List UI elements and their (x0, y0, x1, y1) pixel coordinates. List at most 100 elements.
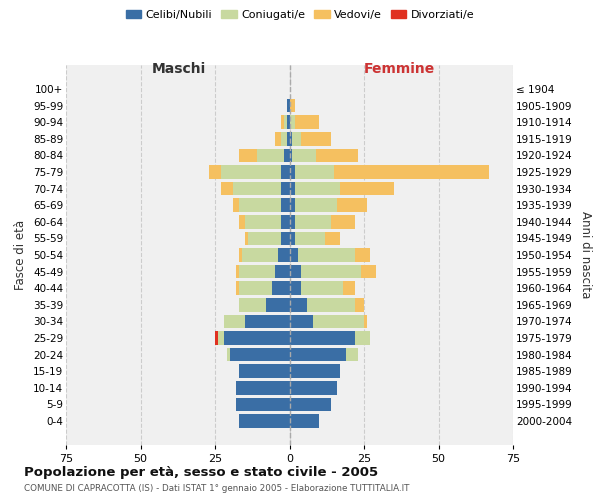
Bar (239, 298, 266, 312)
Bar (295, 182, 340, 196)
Bar (257, 148, 284, 162)
Bar (307, 298, 355, 312)
Bar (316, 148, 358, 162)
Text: Popolazione per età, sesso e stato civile - 2005: Popolazione per età, sesso e stato civil… (24, 466, 378, 479)
Bar (281, 132, 287, 145)
Bar (218, 331, 224, 345)
Bar (284, 116, 287, 129)
Bar (290, 132, 292, 145)
Bar (284, 148, 290, 162)
Bar (290, 314, 313, 328)
Bar (295, 198, 337, 212)
Bar (290, 198, 295, 212)
Bar (239, 248, 242, 262)
Bar (361, 265, 376, 278)
Bar (275, 265, 290, 278)
Bar (209, 165, 221, 179)
Bar (290, 232, 295, 245)
Bar (236, 282, 239, 295)
Bar (355, 248, 370, 262)
Bar (290, 282, 301, 295)
Bar (221, 165, 281, 179)
Bar (301, 265, 361, 278)
Bar (233, 198, 239, 212)
Bar (287, 99, 290, 112)
Bar (355, 331, 370, 345)
Bar (298, 248, 355, 262)
Bar (275, 132, 281, 145)
Bar (245, 314, 290, 328)
Bar (290, 398, 331, 411)
Bar (242, 248, 278, 262)
Bar (313, 314, 364, 328)
Bar (224, 331, 290, 345)
Bar (343, 282, 355, 295)
Bar (239, 282, 272, 295)
Bar (290, 99, 295, 112)
Bar (236, 398, 290, 411)
Bar (245, 215, 281, 228)
Bar (290, 182, 295, 196)
Bar (233, 182, 281, 196)
Bar (355, 298, 364, 312)
Bar (295, 116, 319, 129)
Bar (227, 348, 230, 362)
Bar (248, 232, 281, 245)
Y-axis label: Fasce di età: Fasce di età (14, 220, 28, 290)
Text: Femmine: Femmine (364, 62, 436, 76)
Y-axis label: Anni di nascita: Anni di nascita (579, 212, 592, 298)
Bar (272, 282, 290, 295)
Bar (281, 232, 290, 245)
Bar (290, 248, 298, 262)
Bar (292, 148, 316, 162)
Bar (290, 298, 307, 312)
Bar (290, 414, 319, 428)
Bar (325, 232, 340, 245)
Bar (340, 182, 394, 196)
Bar (331, 215, 355, 228)
Bar (281, 215, 290, 228)
Bar (278, 248, 290, 262)
Bar (281, 165, 290, 179)
Bar (337, 198, 367, 212)
Bar (295, 215, 331, 228)
Bar (290, 148, 292, 162)
Bar (364, 314, 367, 328)
Text: COMUNE DI CAPRACOTTA (IS) - Dati ISTAT 1° gennaio 2005 - Elaborazione TUTTITALIA: COMUNE DI CAPRACOTTA (IS) - Dati ISTAT 1… (24, 484, 409, 493)
Text: Maschi: Maschi (152, 62, 206, 76)
Bar (287, 116, 290, 129)
Bar (301, 282, 343, 295)
Bar (281, 116, 284, 129)
Bar (290, 348, 346, 362)
Bar (239, 414, 290, 428)
Bar (287, 132, 290, 145)
Bar (239, 265, 275, 278)
Bar (290, 331, 355, 345)
Bar (301, 132, 331, 145)
Bar (236, 265, 239, 278)
Bar (346, 348, 358, 362)
Bar (281, 182, 290, 196)
Bar (290, 215, 295, 228)
Bar (290, 165, 295, 179)
Bar (290, 265, 301, 278)
Bar (295, 165, 334, 179)
Bar (281, 198, 290, 212)
Bar (239, 215, 245, 228)
Bar (290, 116, 295, 129)
Bar (290, 381, 337, 394)
Bar (236, 381, 290, 394)
Bar (295, 232, 325, 245)
Bar (239, 148, 257, 162)
Bar (215, 331, 218, 345)
Bar (245, 232, 248, 245)
Bar (221, 182, 233, 196)
Bar (266, 298, 290, 312)
Bar (292, 132, 301, 145)
Bar (290, 364, 340, 378)
Bar (230, 348, 290, 362)
Legend: Celibi/Nubili, Coniugati/e, Vedovi/e, Divorziati/e: Celibi/Nubili, Coniugati/e, Vedovi/e, Di… (121, 6, 479, 25)
Bar (334, 165, 489, 179)
Bar (239, 198, 281, 212)
Bar (239, 364, 290, 378)
